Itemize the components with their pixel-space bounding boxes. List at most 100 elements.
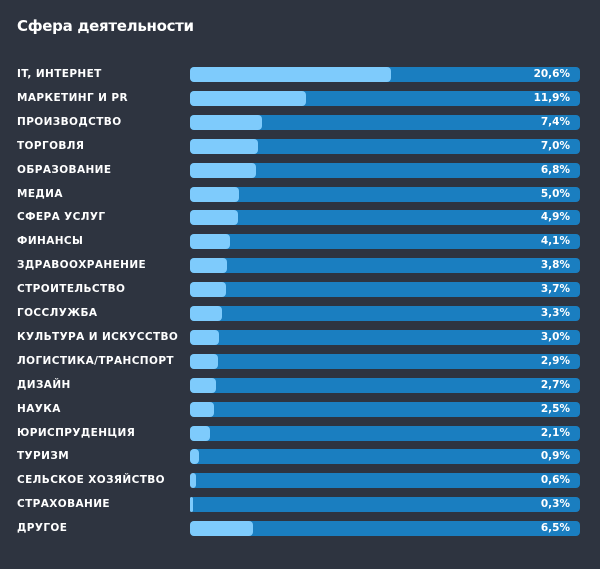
value-label: 3,0% bbox=[540, 330, 570, 343]
category-label: КУЛЬТУРА И ИСКУССТВО bbox=[17, 330, 179, 343]
bar-track: 7,0% bbox=[190, 138, 580, 154]
bar-row: СТРАХОВАНИЕ 0,3% bbox=[0, 497, 600, 513]
category-label: СТРАХОВАНИЕ bbox=[17, 498, 110, 511]
bar-track: 6,8% bbox=[190, 162, 580, 178]
category-label: ДРУГОЕ bbox=[17, 522, 68, 535]
bar-track: 2,5% bbox=[190, 401, 580, 417]
bar-fill bbox=[190, 449, 199, 465]
bar-fill bbox=[190, 234, 230, 250]
bar-fill bbox=[190, 401, 215, 417]
bar-track: 7,4% bbox=[190, 114, 580, 130]
category-label: НАУКА bbox=[17, 402, 61, 415]
category-label: ТУРИЗМ bbox=[17, 450, 70, 463]
bar-row: ДРУГОЕ 6,5% bbox=[0, 521, 600, 537]
value-label: 2,7% bbox=[540, 378, 570, 391]
bar-row: КУЛЬТУРА И ИСКУССТВО 3,0% bbox=[0, 329, 600, 346]
category-label: МЕДИА bbox=[17, 187, 63, 200]
bar-track: 0,6% bbox=[190, 473, 580, 489]
bar-track: 4,9% bbox=[190, 210, 580, 226]
bar-track: 2,1% bbox=[190, 425, 580, 441]
bar-row: ТОРГОВЛЯ 7,0% bbox=[0, 138, 600, 155]
bar-fill bbox=[190, 306, 223, 321]
category-label: ТОРГОВЛЯ bbox=[17, 139, 85, 152]
value-label: 0,3% bbox=[540, 498, 570, 511]
bar-fill bbox=[190, 210, 238, 226]
bar-fill bbox=[190, 90, 307, 106]
bar-fill bbox=[190, 186, 239, 202]
bar-row: ДИЗАЙН 2,7% bbox=[0, 377, 600, 394]
bar-row: ЮРИСПРУДЕНЦИЯ 2,1% bbox=[0, 425, 600, 442]
bar-track: 0,3% bbox=[190, 497, 580, 513]
bar-fill bbox=[190, 282, 227, 298]
bar-row: ГОССЛУЖБА 3,3% bbox=[0, 306, 600, 322]
value-label: 3,8% bbox=[540, 259, 570, 272]
bar-track: 3,0% bbox=[190, 329, 580, 345]
bar-track: 3,7% bbox=[190, 282, 580, 298]
bar-fill bbox=[190, 353, 219, 369]
bar-fill bbox=[190, 497, 193, 513]
bar-fill bbox=[190, 425, 211, 441]
value-label: 2,5% bbox=[540, 402, 570, 415]
category-label: СТРОИТЕЛЬСТВО bbox=[17, 283, 126, 296]
bar-row: ОБРАЗОВАНИЕ 6,8% bbox=[0, 162, 600, 179]
category-label: IT, ИНТЕРНЕТ bbox=[17, 68, 102, 80]
bar-row: СФЕРА УСЛУГ 4,9% bbox=[0, 210, 600, 226]
category-label: ПРОИЗВОДСТВО bbox=[17, 115, 122, 128]
value-label: 2,9% bbox=[540, 354, 570, 367]
bar-fill bbox=[190, 67, 391, 82]
category-label: ЛОГИСТИКА/ТРАНСПОРТ bbox=[17, 354, 174, 367]
category-label: СФЕРА УСЛУГ bbox=[17, 211, 106, 224]
bar-fill bbox=[190, 521, 254, 537]
category-label: МАРКЕТИНГ И PR bbox=[17, 91, 128, 104]
bar-track: 20,6% bbox=[190, 67, 580, 82]
category-label: ЗДРАВООХРАНЕНИЕ bbox=[17, 259, 147, 272]
bar-row: СТРОИТЕЛЬСТВО 3,7% bbox=[0, 282, 600, 298]
bar-track: 5,0% bbox=[190, 186, 580, 202]
value-label: 3,3% bbox=[540, 307, 570, 319]
value-label: 6,5% bbox=[540, 522, 570, 535]
bar-fill bbox=[190, 162, 257, 178]
bar-fill bbox=[190, 377, 217, 393]
bar-row: ФИНАНСЫ 4,1% bbox=[0, 234, 600, 250]
value-label: 0,9% bbox=[540, 450, 570, 463]
bar-fill bbox=[190, 473, 196, 489]
value-label: 3,7% bbox=[540, 283, 570, 296]
value-label: 7,0% bbox=[540, 139, 570, 152]
bar-row: НАУКА 2,5% bbox=[0, 401, 600, 418]
bar-row: МЕДИА 5,0% bbox=[0, 186, 600, 203]
bar-fill bbox=[190, 114, 263, 130]
category-label: ФИНАНСЫ bbox=[17, 235, 84, 248]
value-label: 4,9% bbox=[540, 211, 570, 224]
value-label: 6,8% bbox=[540, 163, 570, 176]
value-label: 5,0% bbox=[540, 187, 570, 200]
category-label: СЕЛЬСКОЕ ХОЗЯЙСТВО bbox=[17, 474, 165, 487]
value-label: 2,1% bbox=[540, 426, 570, 439]
bar-track: 3,8% bbox=[190, 258, 580, 274]
bar-track: 2,7% bbox=[190, 377, 580, 393]
bar-row: ТУРИЗМ 0,9% bbox=[0, 449, 600, 465]
category-label: ДИЗАЙН bbox=[17, 378, 71, 391]
bar-row: IT, ИНТЕРНЕТ 20,6% bbox=[0, 67, 600, 83]
bar-track: 2,9% bbox=[190, 353, 580, 369]
bar-track: 6,5% bbox=[190, 521, 580, 537]
value-label: 11,9% bbox=[533, 91, 570, 104]
value-label: 20,6% bbox=[533, 68, 570, 80]
category-label: ГОССЛУЖБА bbox=[17, 307, 98, 319]
bar-row: ЛОГИСТИКА/ТРАНСПОРТ 2,9% bbox=[0, 353, 600, 370]
chart-title: Сфера деятельности bbox=[17, 17, 194, 35]
bar-row: МАРКЕТИНГ И PR 11,9% bbox=[0, 90, 600, 107]
category-label: ЮРИСПРУДЕНЦИЯ bbox=[17, 426, 136, 439]
bar-fill bbox=[190, 258, 228, 274]
bar-track: 3,3% bbox=[190, 306, 580, 321]
bar-track: 0,9% bbox=[190, 449, 580, 465]
category-label: ОБРАЗОВАНИЕ bbox=[17, 163, 112, 176]
bar-fill bbox=[190, 138, 259, 154]
value-label: 4,1% bbox=[540, 235, 570, 248]
bar-row: ПРОИЗВОДСТВО 7,4% bbox=[0, 114, 600, 131]
bar-row: СЕЛЬСКОЕ ХОЗЯЙСТВО 0,6% bbox=[0, 473, 600, 489]
bar-fill bbox=[190, 329, 220, 345]
value-label: 0,6% bbox=[540, 474, 570, 487]
bar-track: 4,1% bbox=[190, 234, 580, 250]
value-label: 7,4% bbox=[540, 115, 570, 128]
bar-track: 11,9% bbox=[190, 90, 580, 106]
